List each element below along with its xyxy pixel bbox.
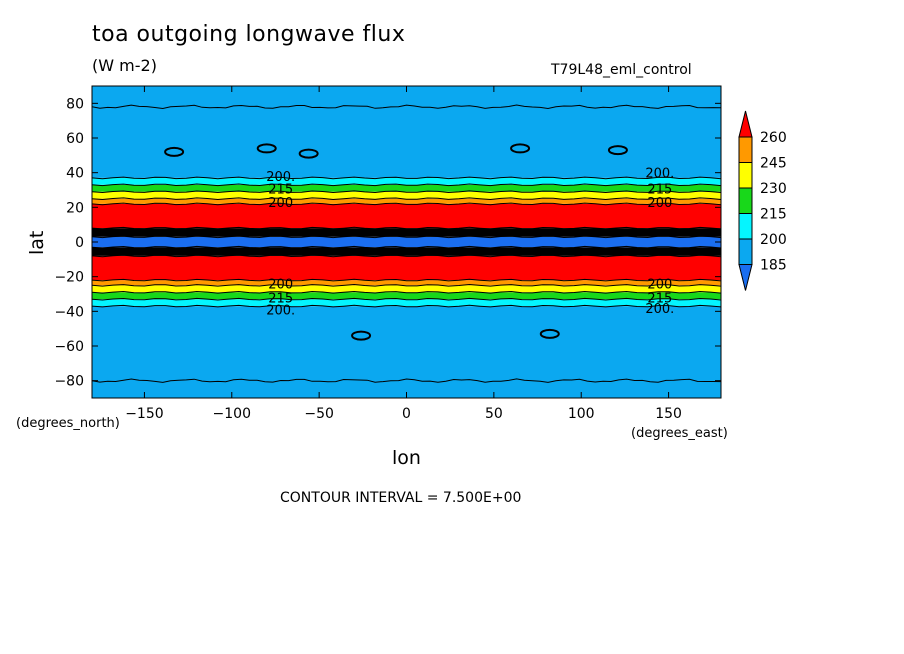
contour-line [92,290,721,294]
contour-label: 215 [268,291,293,306]
colorbar-extend-top [738,110,753,138]
contour-label: 200 [268,196,293,211]
colorbar-label: 230 [760,181,787,197]
contour-line [92,254,721,258]
contour-label: 200. [266,304,295,319]
x-tick-label: 0 [402,406,411,422]
contour-line [92,197,721,201]
contour-line [92,278,721,282]
colorbar-label: 185 [760,258,787,274]
x-tick-label: −100 [213,406,251,422]
colorbar-extend-bottom [738,264,753,291]
contour-line [92,297,721,301]
contour-line [92,190,721,194]
contour-band [92,184,721,192]
y-axis-units: (degrees_north) [16,416,120,431]
contour-band [92,292,721,300]
colorbar-swatch [738,238,753,265]
x-tick-label: −50 [304,406,334,422]
contour-label: 200 [647,196,672,211]
colorbar-swatch [738,187,753,214]
contour-label: 215 [647,182,672,197]
colorbar-label: 215 [760,207,787,223]
run-label: T79L48_eml_control [551,62,692,78]
contour-line [92,283,721,287]
contour-band [92,191,721,199]
contour-line [92,378,721,383]
contour-line [92,245,721,249]
contour-band [92,255,721,281]
contour-label: 200 [268,278,293,293]
x-tick-label: −150 [125,406,163,422]
colorbar-swatch [738,162,753,189]
contour-line [92,176,721,180]
y-tick-label: 80 [66,96,84,112]
y-axis-label: lat [26,230,48,255]
contour-band [92,198,721,204]
contour-line [92,183,721,187]
x-axis-units: (degrees_east) [631,426,728,441]
contour-label: 215 [268,182,293,197]
y-tick-label: −60 [54,339,84,355]
y-tick-label: 40 [66,166,84,182]
colorbar-swatch [738,213,753,240]
contour-band [92,86,721,178]
y-tick-label: 60 [66,131,84,147]
y-tick-label: 20 [66,200,84,216]
y-tick-label: 0 [75,235,84,251]
closed-contour [164,146,185,157]
colorbar-label: 200 [760,232,787,248]
contour-band [92,177,721,185]
contour-line [92,226,721,230]
x-tick-label: 50 [485,406,503,422]
closed-contour [539,328,560,339]
contour-line [92,235,721,239]
contour-line [92,304,721,308]
colorbar-label: 245 [760,156,787,172]
contour-line [92,104,721,110]
y-tick-label: −40 [54,304,84,320]
contour-label: 200. [266,170,295,185]
contour-band [92,228,721,237]
contour-label: 215 [647,291,672,306]
x-tick-label: 100 [568,406,595,422]
chart-title: toa outgoing longwave flux [92,22,406,47]
contour-interval-label: CONTOUR INTERVAL = 7.500E+00 [280,490,522,506]
contour-band [92,236,721,248]
chart-units: (W m-2) [92,56,157,75]
contour-band [92,203,721,229]
colorbar-label: 260 [760,130,787,146]
closed-contour [510,143,531,154]
contour-band [92,306,721,398]
contour-label: 200 [647,278,672,293]
contour-band [92,299,721,307]
closed-contour [607,145,628,156]
x-tick-label: 150 [655,406,682,422]
closed-contour [256,143,277,154]
contour-line [92,202,721,206]
closed-contour [351,330,372,341]
contour-band [92,247,721,256]
contour-band [92,280,721,286]
contour-band [92,285,721,293]
y-tick-label: −20 [54,270,84,286]
contour-label: 200. [645,302,674,317]
x-axis-label: lon [392,447,421,469]
y-tick-label: −80 [54,374,84,390]
closed-contour [298,148,319,159]
contour-label: 200. [645,167,674,182]
colorbar-swatch [738,136,753,163]
